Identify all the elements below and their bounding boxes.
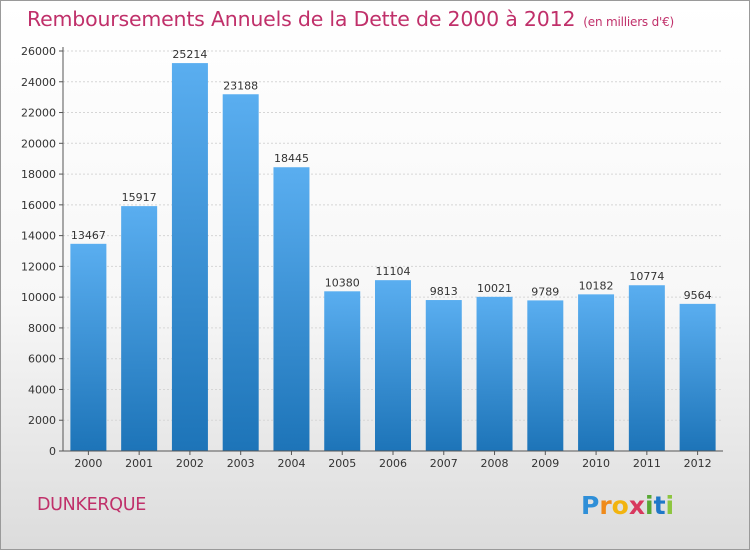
- bar-2004: [273, 167, 310, 451]
- data-label: 13467: [71, 229, 106, 242]
- bar-2011: [628, 285, 665, 451]
- bar-2000: [70, 243, 107, 451]
- x-tick-label: 2008: [481, 457, 509, 470]
- x-tick-label: 2007: [430, 457, 458, 470]
- bar-2002: [171, 63, 208, 451]
- y-tick-label: 26000: [21, 45, 56, 58]
- x-tick-label: 2000: [74, 457, 102, 470]
- chart-title: Remboursements Annuels de la Dette de 20…: [27, 7, 674, 31]
- x-tick-label: 2006: [379, 457, 407, 470]
- y-tick-label: 22000: [21, 107, 56, 120]
- x-tick-label: 2011: [633, 457, 661, 470]
- x-tick-label: 2003: [227, 457, 255, 470]
- data-label: 15917: [122, 191, 157, 204]
- y-tick-label: 16000: [21, 199, 56, 212]
- y-tick-label: 8000: [28, 322, 56, 335]
- logo-letter: t: [653, 491, 666, 520]
- data-label: 18445: [274, 152, 309, 165]
- y-tick-label: 20000: [21, 137, 56, 150]
- data-label: 9789: [531, 285, 559, 298]
- logo-letter: r: [599, 491, 612, 520]
- y-tick-label: 2000: [28, 414, 56, 427]
- x-tick-label: 2002: [176, 457, 204, 470]
- data-label: 23188: [223, 79, 258, 92]
- x-tick-label: 2009: [531, 457, 559, 470]
- proxiti-logo[interactable]: Proxiti: [581, 491, 674, 520]
- logo-letter: i: [665, 491, 675, 520]
- title-text: Remboursements Annuels de la Dette de 20…: [27, 7, 576, 31]
- bars: [70, 63, 716, 451]
- y-tick-label: 18000: [21, 168, 56, 181]
- data-label: 10774: [629, 270, 664, 283]
- y-tick-label: 0: [49, 445, 56, 458]
- x-tick-label: 2012: [684, 457, 712, 470]
- bar-2007: [425, 300, 462, 451]
- y-axis-tick-labels: 0 2000 4000 6000 8000 10000 12000 14000 16000 180…: [21, 45, 56, 458]
- y-tick-label: 10000: [21, 291, 56, 304]
- bar-2006: [375, 280, 411, 451]
- y-tick-label: 4000: [28, 383, 56, 396]
- x-tick-label: 2010: [582, 457, 610, 470]
- logo-letter: o: [611, 491, 629, 520]
- x-tick-label: 2001: [125, 457, 153, 470]
- data-label: 10380: [325, 276, 360, 289]
- bar-2001: [121, 206, 158, 451]
- city-name: DUNKERQUE: [37, 495, 147, 515]
- data-label: 9813: [430, 285, 458, 298]
- data-label: 9564: [684, 289, 712, 302]
- x-axis-tick-labels: 2000 2001 2002 2003 2004 2005 2006 2007 2008 2009…: [74, 457, 711, 470]
- data-labels: 13467 15917 25214 23188 18445 10380 11104 9813 1…: [71, 48, 712, 302]
- bar-2005: [324, 291, 361, 451]
- y-tick-label: 12000: [21, 260, 56, 273]
- logo-letter: P: [581, 491, 600, 520]
- bar-2008: [476, 296, 513, 451]
- logo-letter: x: [628, 491, 645, 520]
- y-tick-label: 24000: [21, 76, 56, 89]
- bar-2012: [679, 303, 716, 451]
- axes: [62, 47, 723, 452]
- chart-subtitle: (en milliers d'€): [583, 15, 675, 29]
- y-tick-label: 14000: [21, 230, 56, 243]
- y-tick-label: 6000: [28, 353, 56, 366]
- data-label: 10021: [477, 282, 512, 295]
- bar-2003: [222, 94, 259, 451]
- bar-2009: [527, 300, 564, 451]
- data-label: 11104: [376, 265, 411, 278]
- x-tick-label: 2005: [328, 457, 356, 470]
- bar-2010: [578, 294, 615, 451]
- data-label: 25214: [172, 48, 207, 61]
- x-tick-label: 2004: [277, 457, 305, 470]
- logo-letter: i: [645, 491, 654, 520]
- data-label: 10182: [579, 279, 614, 292]
